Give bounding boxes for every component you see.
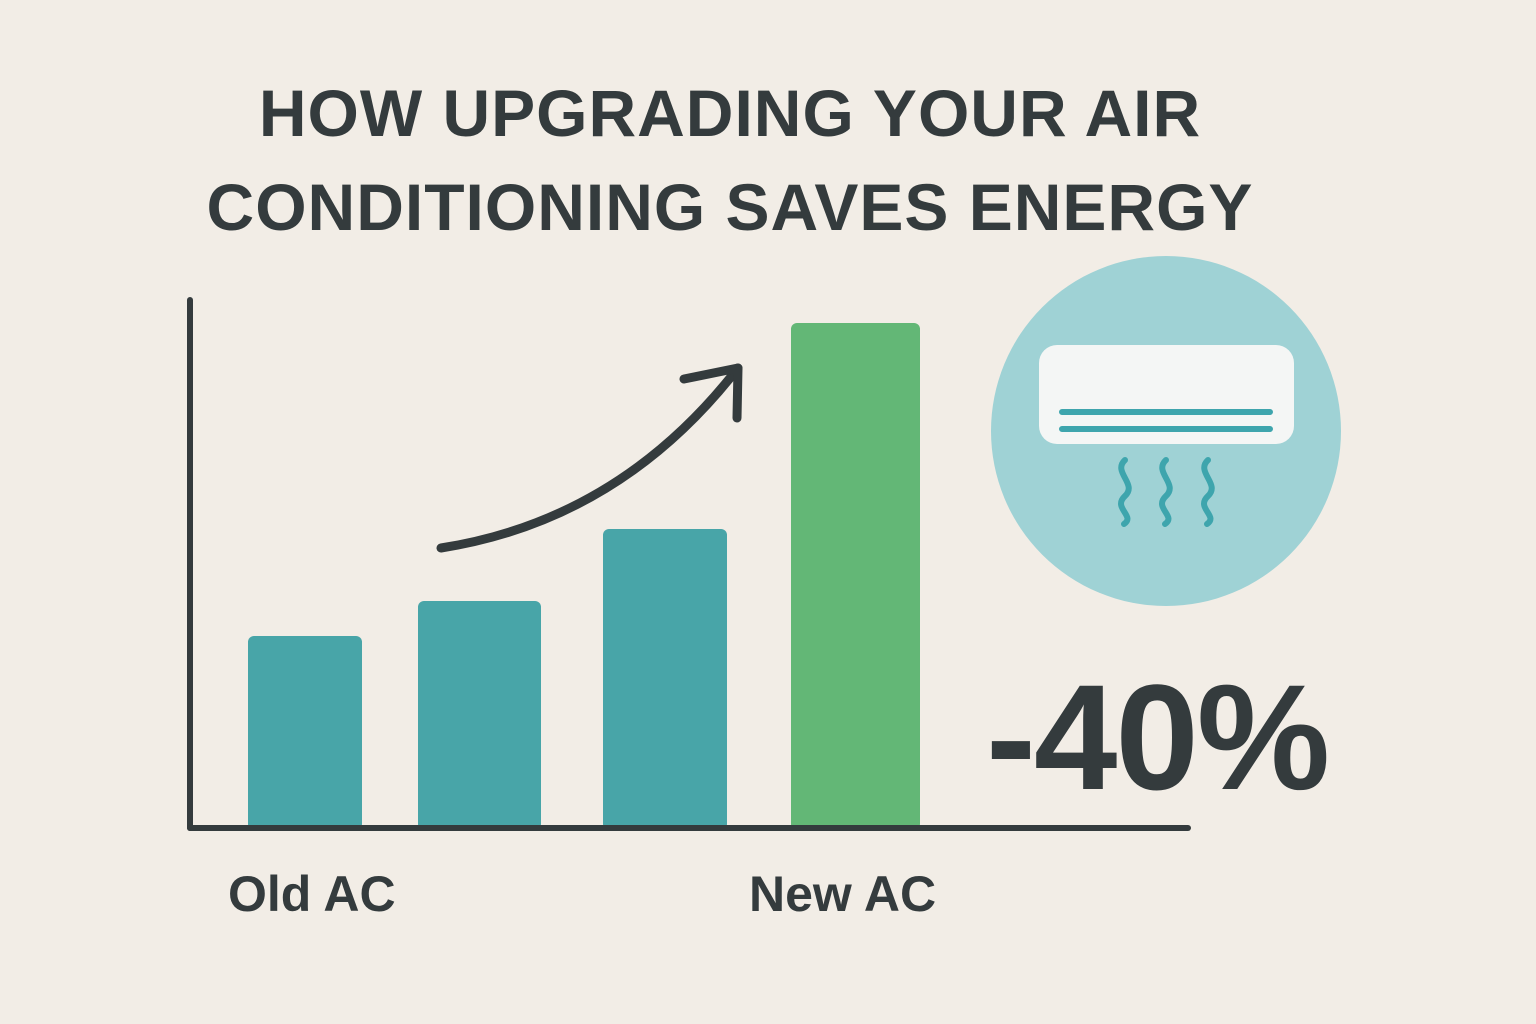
chart-title-line-2: CONDITIONING SAVES ENERGY <box>206 170 1254 244</box>
bar-2 <box>418 601 541 830</box>
chart-title-line-1: HOW UPGRADING YOUR AIR <box>258 76 1202 150</box>
bar-4 <box>791 323 920 830</box>
bar-3 <box>603 529 727 830</box>
category-label-new-ac: New AC <box>749 866 937 922</box>
chart-title: HOW UPGRADING YOUR AIR CONDITIONING SAVE… <box>0 66 1460 254</box>
air-conditioner-icon <box>991 256 1341 606</box>
trend-arrow-icon <box>436 363 743 553</box>
bars-group <box>248 323 920 830</box>
category-label-old-ac: Old AC <box>228 866 396 922</box>
bar-1 <box>248 636 362 830</box>
savings-percentage: -40% <box>986 653 1330 821</box>
